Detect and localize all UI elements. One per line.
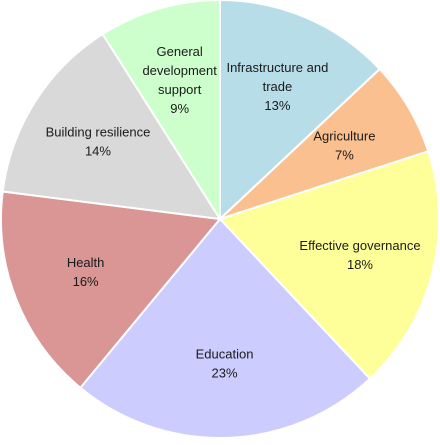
pie-value-label: 9%	[170, 101, 189, 116]
pie-label-education: Education 23%	[196, 346, 254, 380]
pie-label-building-resilience: Building resilience 14%	[46, 125, 151, 159]
pie-label-infrastructure-and-trade: Infrastructure and trade 13%	[226, 60, 328, 113]
pie-category-label: development	[142, 63, 217, 78]
pie-labels: Infrastructure and trade 13% Agriculture 7% E…	[46, 44, 421, 380]
pie-label-effective-governance: Effective governance 18%	[299, 238, 420, 272]
pie-value-label: 18%	[347, 257, 373, 272]
pie-slice-effective-governance	[219, 150, 440, 380]
pie-category-label: support	[158, 82, 202, 97]
pie-label-health: Health 16%	[67, 255, 105, 289]
pie-category-label: Building resilience	[46, 125, 151, 140]
pie-category-label: Health	[67, 255, 105, 270]
pie-value-label: 13%	[264, 98, 290, 113]
pie-category-label: Agriculture	[313, 128, 375, 143]
pie-label-general-development-support: General development support 9%	[142, 44, 217, 116]
pie-slice-infrastructure-and-trade	[219, 0, 381, 220]
pie-category-label: Infrastructure and	[226, 60, 328, 75]
pie-category-label: trade	[263, 79, 293, 94]
pie-value-label: 16%	[73, 274, 99, 289]
pie-slice-health	[0, 190, 221, 389]
pie-slice-general-development-support	[101, 0, 221, 220]
pie-value-label: 14%	[85, 144, 111, 159]
pie-slice-building-resilience	[1, 33, 221, 220]
pie-value-label: 23%	[212, 365, 238, 380]
pie-category-label: Effective governance	[299, 238, 420, 253]
pie-category-label: Education	[196, 346, 254, 361]
pie-category-label: General	[157, 44, 203, 59]
pie-slice-education	[79, 218, 371, 439]
pie-label-agriculture: Agriculture 7%	[313, 128, 375, 162]
pie-value-label: 7%	[335, 147, 354, 162]
